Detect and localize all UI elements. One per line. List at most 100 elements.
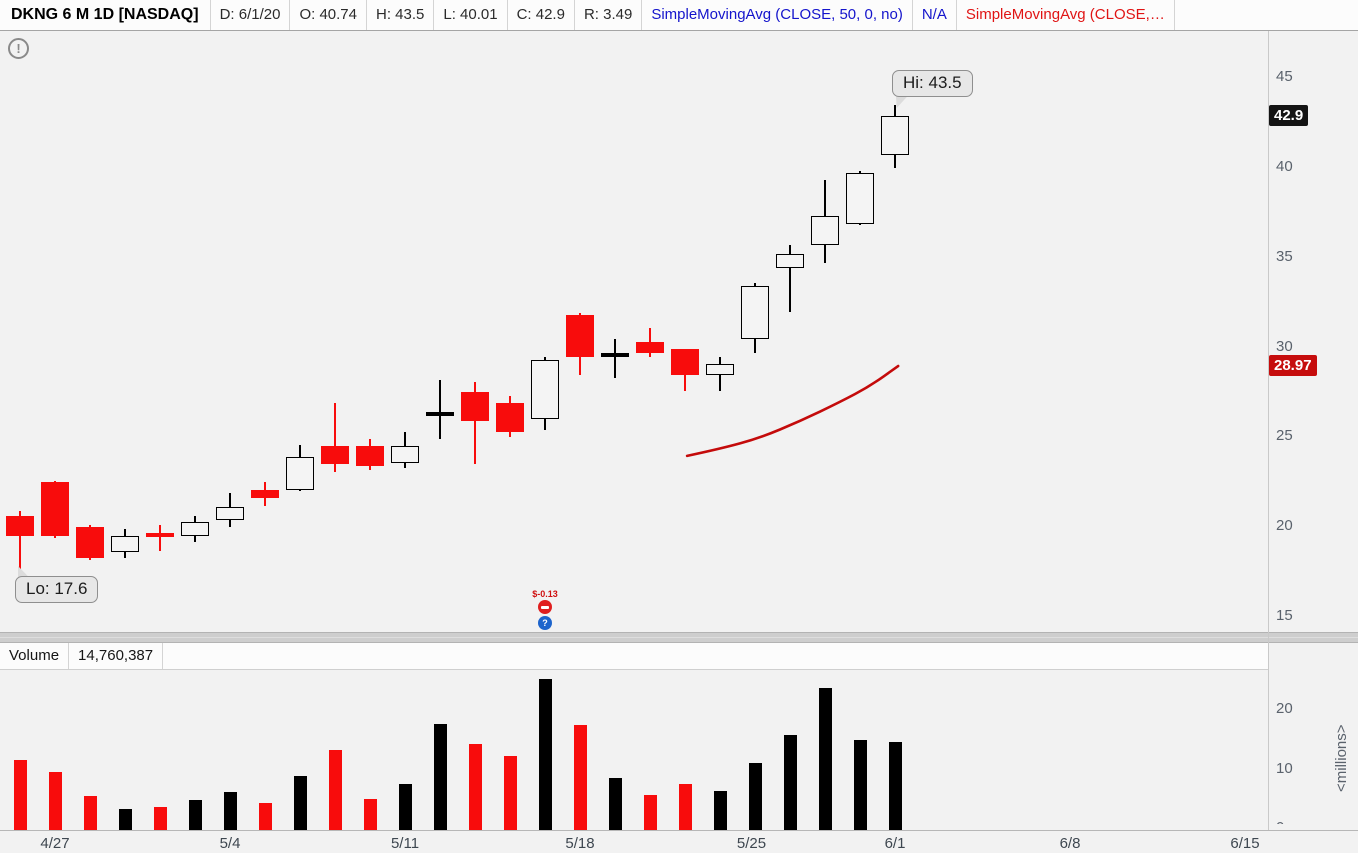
candle (41, 482, 69, 537)
candle (391, 446, 419, 463)
volume-value: 14,760,387 (69, 643, 164, 669)
price-badge: 42.9 (1269, 104, 1309, 126)
candle-wick (159, 525, 161, 551)
date-tick-label: 5/18 (565, 835, 595, 852)
candle (881, 115, 909, 155)
date-tick-label: 6/8 (1059, 835, 1081, 852)
volume-tick-label: 0 (1276, 819, 1285, 836)
volume-bar (118, 809, 132, 830)
volume-bar (748, 762, 762, 830)
volume-bar (783, 734, 797, 830)
volume-bar (293, 776, 307, 830)
volume-header-bar: Volume 14,760,387 (0, 643, 1268, 670)
volume-bar (608, 777, 622, 830)
price-tick-label: 20 (1276, 517, 1293, 535)
ohlc-close: C: 42.9 (508, 0, 575, 30)
doji-candle (146, 533, 174, 538)
chart-header-bar: DKNG 6 M 1D [NASDAQ] D: 6/1/20 O: 40.74 … (0, 0, 1358, 31)
candle (741, 286, 769, 339)
price-chart-area[interactable] (0, 31, 1268, 632)
hi-tooltip-pointer (896, 96, 908, 108)
candle (776, 254, 804, 269)
volume-bar (13, 760, 27, 830)
time-axis-line (0, 830, 1358, 831)
candle-wick (19, 511, 21, 571)
candle (111, 536, 139, 553)
time-axis[interactable]: 4/27 5/4 5/11 5/18 5/25 6/1 6/8 6/15 (0, 831, 1358, 853)
price-tick-label: 45 (1276, 68, 1293, 85)
earnings-marker-icon[interactable] (538, 600, 552, 614)
candle-wick (614, 338, 616, 379)
volume-bar (678, 783, 692, 830)
info-circle-icon[interactable]: ! (8, 38, 29, 59)
volume-bar (888, 742, 902, 830)
study-sma-blue-label[interactable]: SimpleMovingAvg (CLOSE, 50, 0, no) (642, 0, 913, 30)
earnings-amount-label: $-0.13 (532, 589, 558, 599)
lo-tooltip-pointer (18, 566, 30, 578)
candle (286, 457, 314, 490)
volume-bar (398, 784, 412, 830)
pane-splitter-handle[interactable] (0, 632, 1358, 643)
volume-bar (643, 794, 657, 830)
volume-bar (258, 802, 272, 830)
date-tick-label: 6/15 (1230, 835, 1260, 852)
axis-separator-line (1268, 31, 1269, 830)
candle (811, 216, 839, 246)
volume-bar (503, 756, 517, 830)
volume-study-label[interactable]: Volume (0, 643, 70, 669)
ohlc-open: O: 40.74 (290, 0, 367, 30)
volume-bar (363, 799, 377, 830)
candle (846, 173, 874, 224)
volume-tick-label: 20 (1276, 700, 1293, 717)
candle-wick (474, 381, 476, 465)
symbol-title: DKNG 6 M 1D [NASDAQ] (0, 0, 211, 30)
candle (636, 342, 664, 353)
candle (216, 507, 244, 521)
ohlc-range: R: 3.49 (575, 0, 643, 30)
candle (251, 489, 279, 499)
volume-bar (83, 796, 97, 830)
candle (76, 527, 104, 558)
high-price-tooltip: Hi: 43.5 (892, 70, 973, 97)
volume-units-label: <millions> (1333, 724, 1350, 792)
ohlc-date: D: 6/1/20 (211, 0, 291, 30)
volume-bar (468, 743, 482, 830)
candle (566, 315, 594, 357)
doji-candle (601, 352, 629, 357)
volume-chart-area[interactable] (0, 669, 1268, 830)
volume-bar (713, 791, 727, 830)
volume-bar (433, 724, 447, 830)
volume-bar (818, 687, 832, 830)
price-tick-label: 40 (1276, 157, 1293, 175)
date-tick-label: 5/4 (219, 835, 241, 852)
date-tick-label: 5/11 (390, 835, 420, 852)
price-tick-label: 15 (1276, 607, 1293, 625)
volume-bar (328, 749, 342, 830)
candle (321, 446, 349, 465)
volume-bar (853, 739, 867, 830)
ohlc-high: H: 43.5 (367, 0, 435, 30)
candle-wick (789, 245, 791, 312)
low-price-tooltip: Lo: 17.6 (15, 576, 99, 603)
dividend-question-marker-icon[interactable]: ? (538, 616, 552, 630)
volume-bar (153, 806, 167, 830)
volume-bar (223, 791, 237, 830)
volume-bar (573, 724, 587, 830)
candle-wick (439, 379, 441, 440)
price-tick-label: 30 (1276, 337, 1293, 355)
candle (461, 392, 489, 422)
volume-tick-label: 10 (1276, 759, 1293, 777)
doji-candle (426, 412, 454, 417)
candle (6, 516, 34, 537)
price-tick-label: 35 (1276, 247, 1293, 265)
candle (706, 363, 734, 375)
volume-bar (538, 678, 552, 830)
date-tick-label: 6/1 (884, 835, 906, 852)
candle-wick (334, 403, 336, 472)
candle (181, 521, 209, 537)
study-sma-blue-value: N/A (913, 0, 957, 30)
price-tick-label: 25 (1276, 427, 1293, 445)
study-sma-red-label[interactable]: SimpleMovingAvg (CLOSE,… (957, 0, 1175, 30)
candle (531, 360, 559, 420)
